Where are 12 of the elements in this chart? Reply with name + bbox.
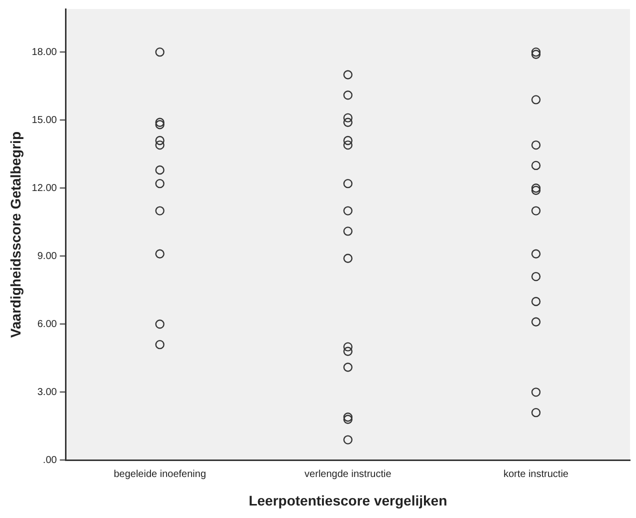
y-tick-label: 6.00 <box>37 318 58 330</box>
y-tick-label: 3.00 <box>37 386 58 398</box>
y-tick-label: .00 <box>42 454 58 466</box>
y-tick-label: 12.00 <box>32 182 58 194</box>
y-tick-label: 15.00 <box>32 114 58 126</box>
y-tick-label: 9.00 <box>37 250 58 262</box>
y-axis-title: Vaardigheidsscore Getalbegrip <box>7 132 24 338</box>
x-axis-title: Leerpotentiescore vergelijken <box>248 492 448 508</box>
x-tick-label: begeleide inoefening <box>114 468 206 480</box>
x-tick-label: verlengde instructie <box>304 468 392 480</box>
x-tick-label: korte instructie <box>503 468 569 480</box>
y-tick-label: 18.00 <box>32 46 58 58</box>
